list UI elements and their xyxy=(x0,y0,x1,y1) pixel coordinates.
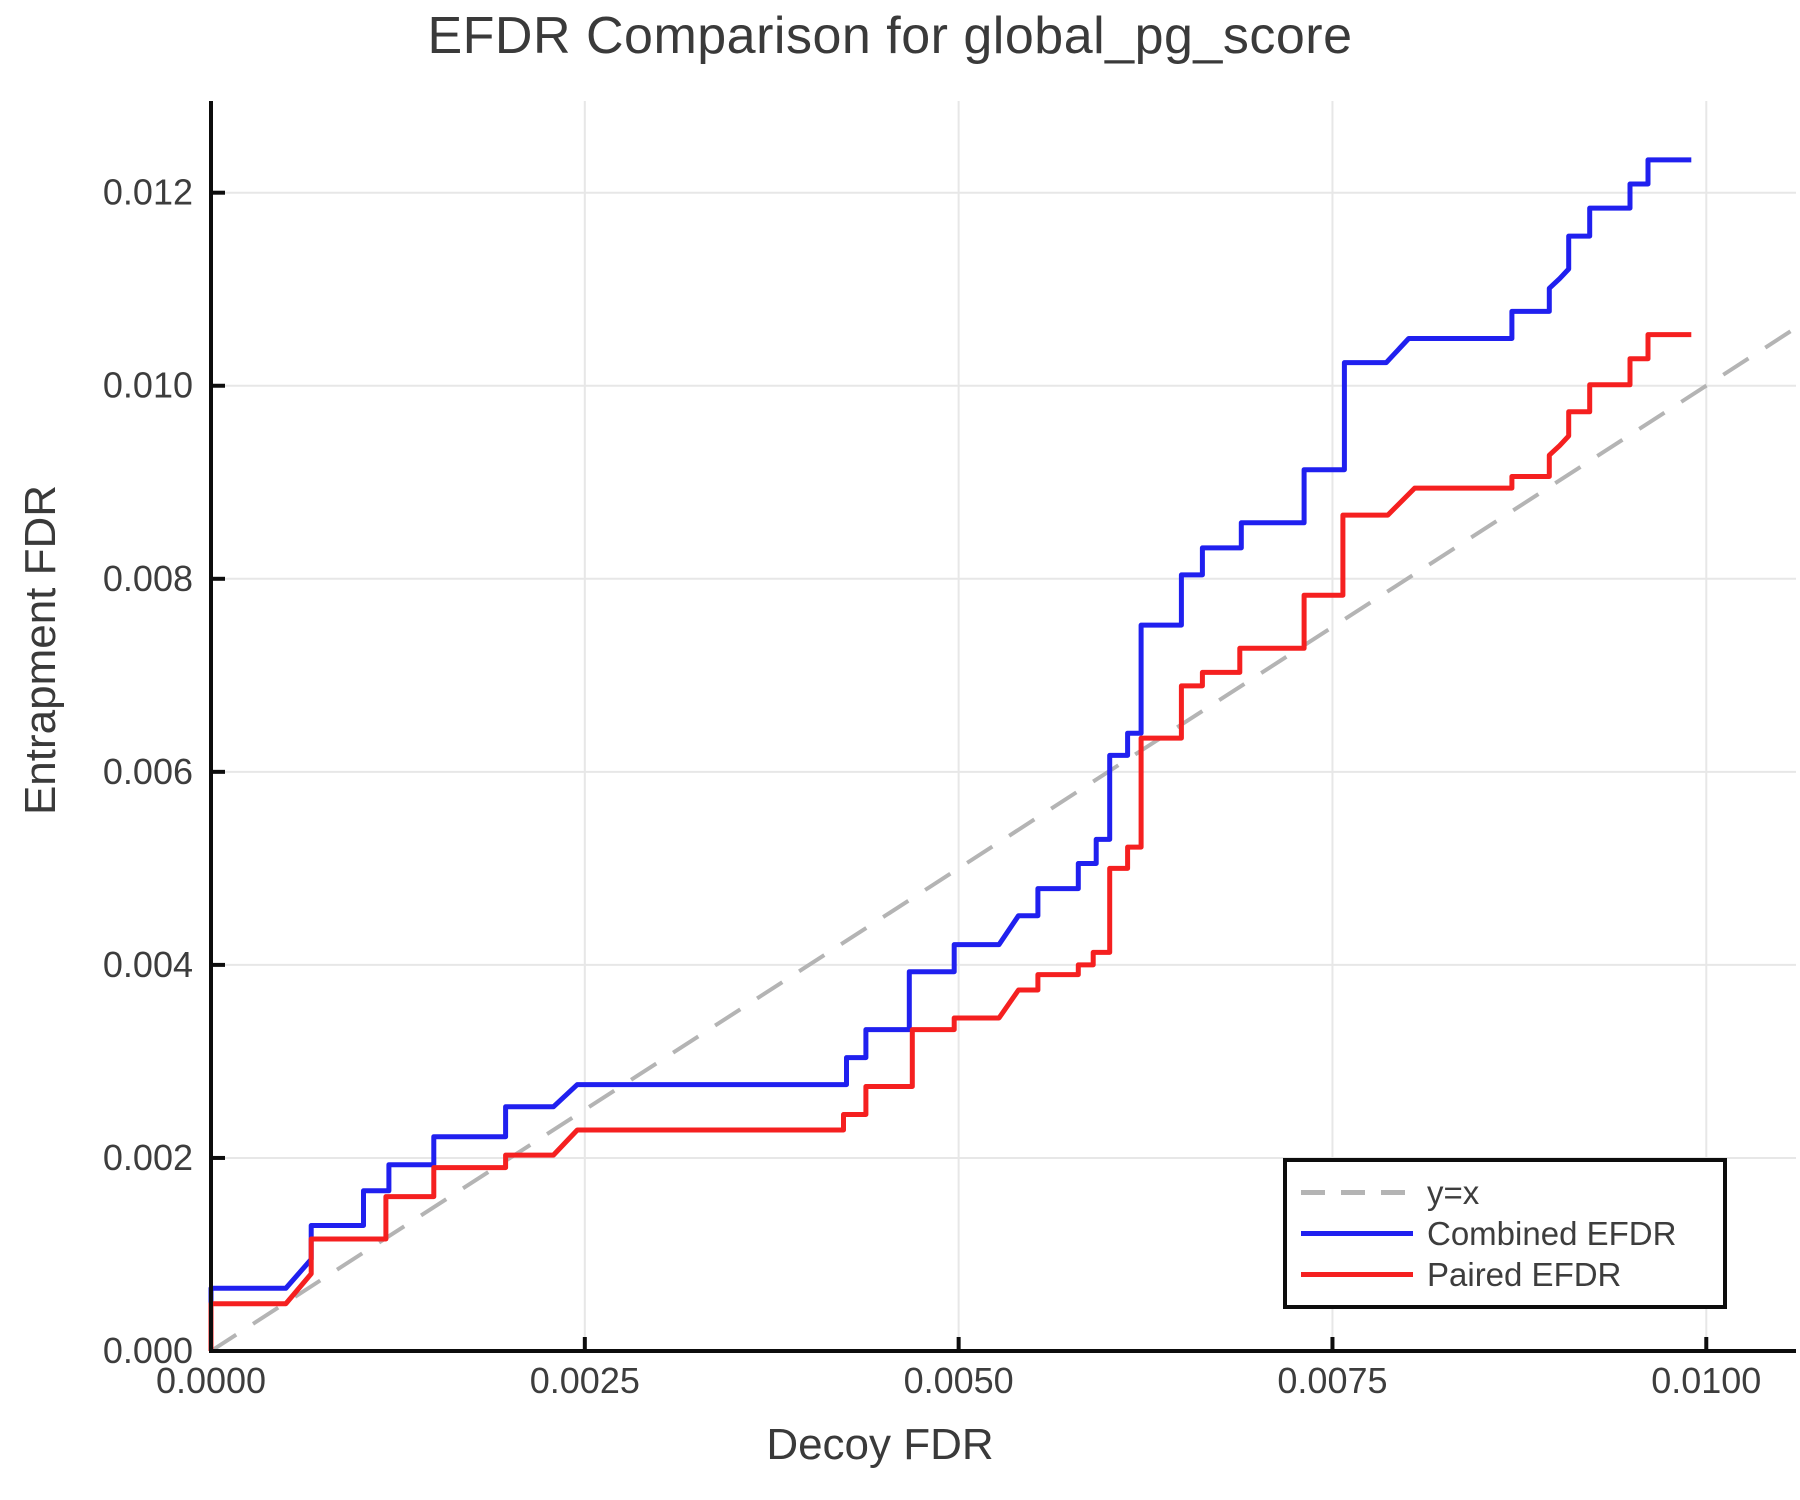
legend-label: Paired EFDR xyxy=(1427,1256,1622,1293)
legend-dashed-line-sample xyxy=(1301,1190,1413,1195)
legend: y=x Combined EFDR Paired EFDR xyxy=(1283,1158,1727,1309)
x-tick-label: 0.0075 xyxy=(1277,1360,1387,1401)
legend-label: Combined EFDR xyxy=(1427,1215,1677,1252)
legend-label: y=x xyxy=(1427,1174,1480,1211)
x-tick-label: 0.0100 xyxy=(1651,1360,1761,1401)
y-tick-label: 0.008 xyxy=(103,558,193,599)
series-y-x xyxy=(209,326,1798,1353)
legend-blue-line-sample xyxy=(1301,1231,1413,1236)
legend-entry: y=x xyxy=(1301,1174,1723,1211)
y-tick-label: 0.012 xyxy=(103,172,193,213)
series-paired-efdr xyxy=(208,332,1692,1351)
x-tick-label: 0.0050 xyxy=(904,1360,1014,1401)
chart-title: EFDR Comparison for global_pg_score xyxy=(427,7,1353,65)
y-tick-label: 0.006 xyxy=(103,751,193,792)
x-tick-label: 0.0025 xyxy=(530,1360,640,1401)
y-tick-label: 0.010 xyxy=(103,365,193,406)
series-combined-efdr xyxy=(208,157,1692,1351)
y-axis-title-text: Entrapment FDR xyxy=(16,484,65,816)
legend-entry: Combined EFDR xyxy=(1301,1215,1723,1252)
x-axis-title: Decoy FDR xyxy=(766,1420,994,1469)
legend-red-line-sample xyxy=(1301,1272,1413,1277)
y-tick-label: 0.004 xyxy=(103,944,193,985)
y-tick-label: 0.000 xyxy=(103,1330,193,1371)
x-tick-label: 0.0000 xyxy=(156,1360,266,1401)
legend-entry: Paired EFDR xyxy=(1301,1256,1723,1293)
y-tick-label: 0.002 xyxy=(103,1137,193,1178)
